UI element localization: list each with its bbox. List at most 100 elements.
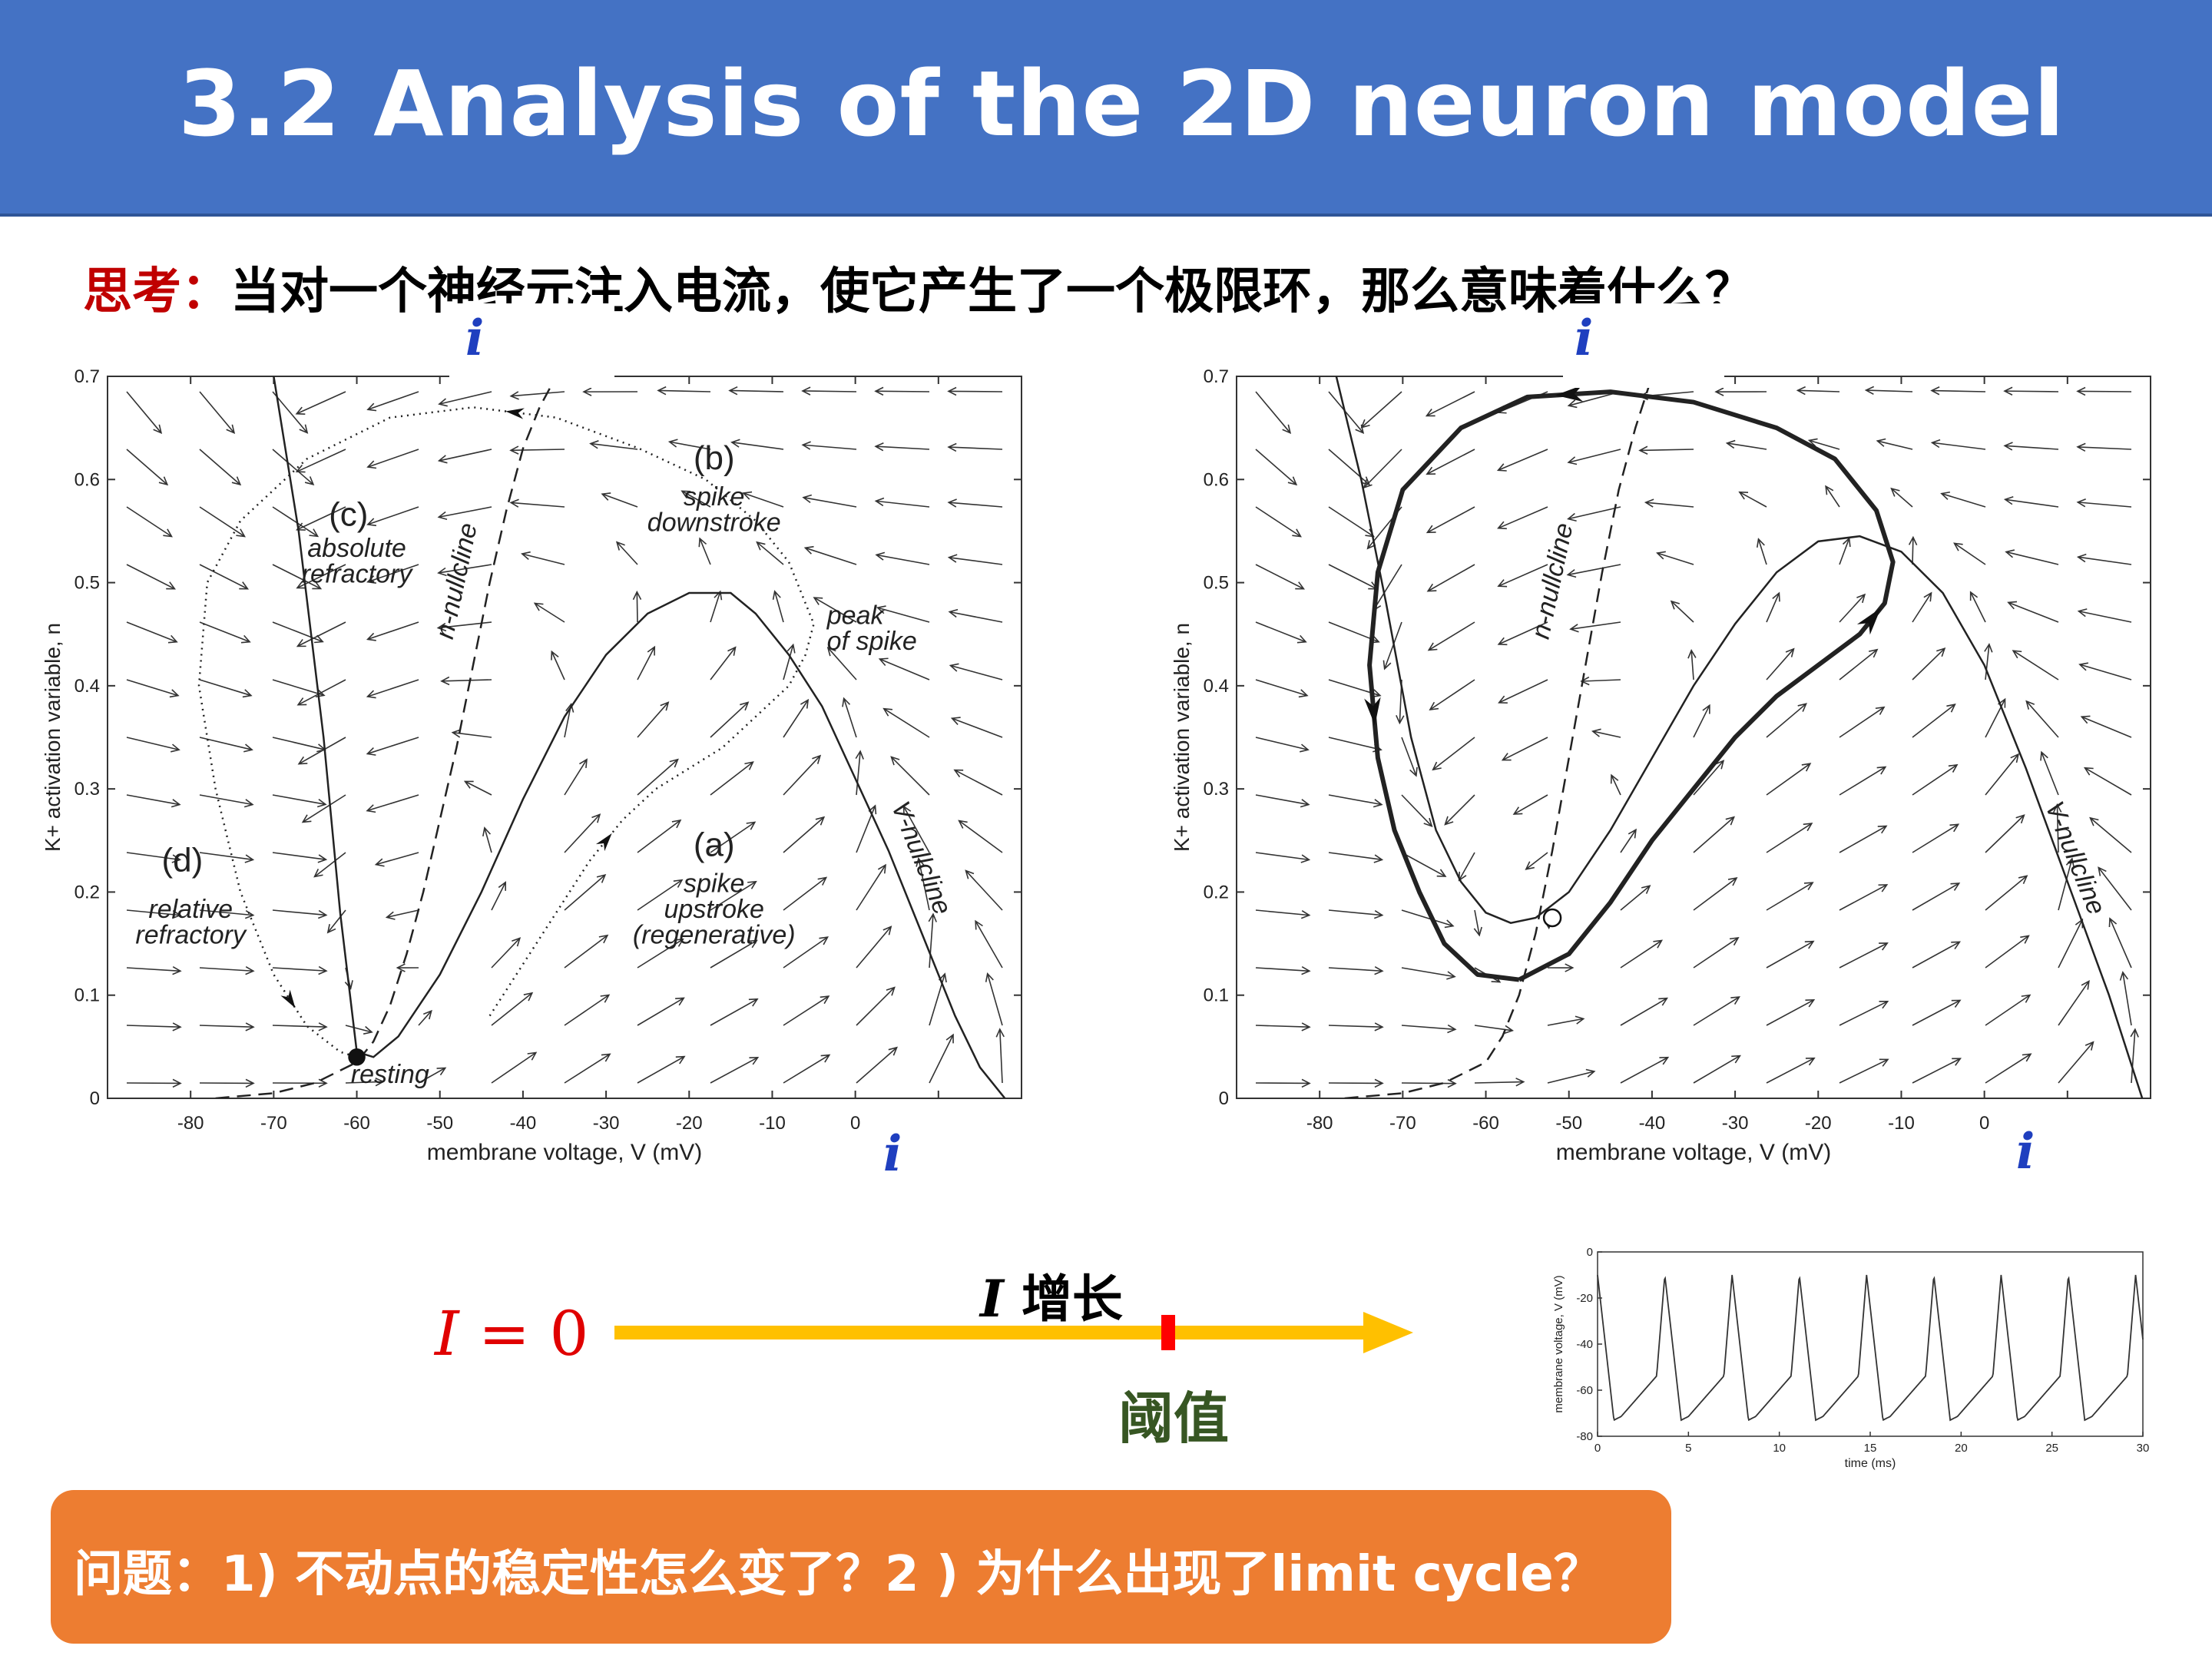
vector-arrowhead bbox=[1396, 714, 1405, 725]
vector-arrowhead bbox=[436, 1067, 447, 1076]
vector-arrow bbox=[710, 647, 737, 680]
vector-arrow bbox=[975, 920, 1003, 969]
vector-arrowhead bbox=[1444, 919, 1455, 929]
vector-arrow bbox=[856, 864, 886, 911]
vector-arrow bbox=[491, 937, 521, 969]
vector-arrow bbox=[877, 607, 930, 623]
vector-arrow bbox=[743, 492, 784, 508]
vector-arrowhead bbox=[1501, 753, 1512, 761]
vector-arrow bbox=[1255, 909, 1310, 916]
vector-arrow bbox=[1766, 882, 1813, 911]
vector-arrow bbox=[199, 909, 253, 916]
vector-arrowhead bbox=[842, 697, 851, 707]
vector-arrow bbox=[126, 794, 180, 806]
fixed-point-marker bbox=[1542, 908, 1562, 928]
vector-arrowhead bbox=[727, 646, 737, 656]
vector-arrowhead bbox=[2083, 767, 2094, 776]
vector-arrowhead bbox=[1301, 965, 1311, 975]
vector-arrowhead bbox=[1300, 910, 1311, 919]
vector-arrow bbox=[783, 816, 825, 853]
vector-arrow bbox=[2058, 1041, 2094, 1084]
vector-arrow bbox=[1912, 592, 1932, 623]
vector-arrowhead bbox=[1287, 476, 1298, 486]
vector-arrow bbox=[710, 761, 753, 796]
vector-arrowhead bbox=[296, 522, 306, 531]
vector-arrow bbox=[1766, 763, 1811, 796]
vector-arrowhead bbox=[1432, 761, 1442, 771]
vector-arrow bbox=[298, 737, 346, 765]
vector-arrow bbox=[986, 973, 1003, 1026]
vector-arrow bbox=[564, 1053, 611, 1084]
x-tick-label: -20 bbox=[676, 1113, 703, 1134]
vector-arrowhead bbox=[1670, 600, 1681, 610]
vector-arrowhead bbox=[1856, 593, 1866, 604]
annotation-label: peak bbox=[826, 601, 886, 630]
vector-arrow bbox=[367, 737, 419, 755]
vector-arrow bbox=[1611, 774, 1621, 796]
vector-arrowhead bbox=[1373, 910, 1384, 919]
vector-arrowhead bbox=[1797, 703, 1807, 712]
vector-arrow bbox=[367, 506, 419, 525]
vector-arrow bbox=[1912, 882, 1960, 911]
vector-arrowhead bbox=[674, 938, 684, 947]
vector-arrow bbox=[1401, 794, 1432, 827]
vector-arrowhead bbox=[747, 880, 757, 889]
vector-arrowhead bbox=[317, 854, 328, 863]
vector-arrow bbox=[1912, 941, 1960, 969]
v-nullcline-curve bbox=[273, 376, 1006, 1098]
vector-arrow bbox=[2056, 804, 2059, 853]
vector-arrow bbox=[1639, 449, 1694, 452]
variable-glyph: i bbox=[2016, 1123, 2035, 1181]
vector-arrowhead bbox=[876, 605, 886, 614]
vector-arrowhead bbox=[801, 441, 811, 450]
vector-arrowhead bbox=[242, 689, 253, 698]
vector-arrowhead bbox=[1879, 1000, 1889, 1009]
vector-arrowhead bbox=[1301, 1022, 1311, 1031]
vector-arrow bbox=[484, 827, 492, 853]
vector-arrow bbox=[1401, 967, 1455, 978]
vector-arrow bbox=[1444, 794, 1475, 826]
vector-arrow bbox=[1766, 940, 1814, 969]
vector-arrow bbox=[2005, 445, 2059, 450]
vector-arrowhead bbox=[2075, 918, 2084, 929]
x-tick-label: -80 bbox=[1306, 1113, 1333, 1134]
vector-arrowhead bbox=[1825, 485, 1834, 495]
vector-arrow bbox=[314, 852, 346, 878]
vector-arrow bbox=[1328, 564, 1377, 590]
vector-arrowhead bbox=[299, 424, 309, 434]
vector-arrow bbox=[441, 679, 492, 682]
vector-arrow bbox=[1361, 391, 1402, 429]
y-tick-label: 0 bbox=[1219, 1088, 1229, 1109]
vector-arrowhead bbox=[1569, 624, 1579, 633]
vector-arrow bbox=[1866, 389, 1913, 392]
vector-arrow bbox=[1891, 488, 1913, 508]
vector-arrowhead bbox=[1875, 706, 1886, 715]
vector-arrowhead bbox=[801, 386, 811, 396]
vector-arrow bbox=[2122, 972, 2132, 1026]
vector-arrow bbox=[949, 556, 1003, 565]
right-phase-plane-svg: -80-70-60-50-40-30-20-100102000.10.20.30… bbox=[1170, 366, 2161, 1165]
vector-arrow bbox=[731, 442, 784, 450]
vector-arrow bbox=[367, 564, 419, 583]
vector-arrow bbox=[367, 449, 419, 468]
vector-arrowhead bbox=[2076, 498, 2086, 508]
vector-arrow bbox=[1985, 1053, 2032, 1084]
y-tick-label: 0.6 bbox=[75, 469, 100, 490]
vector-arrowhead bbox=[297, 756, 308, 765]
vector-arrow bbox=[272, 737, 326, 750]
vector-arrow bbox=[1568, 506, 1621, 520]
vector-arrow bbox=[637, 939, 684, 969]
vector-arrow bbox=[918, 858, 930, 911]
vector-arrow bbox=[1693, 1055, 1740, 1084]
vector-arrow bbox=[2081, 716, 2132, 738]
vector-arrowhead bbox=[226, 424, 236, 435]
vector-arrowhead bbox=[2065, 857, 2075, 868]
vector-arrowhead bbox=[1374, 1022, 1384, 1031]
y-tick-label: 0.5 bbox=[1204, 573, 1229, 594]
vector-arrow bbox=[590, 442, 638, 450]
vector-arrow bbox=[952, 717, 1003, 738]
vector-arrow bbox=[965, 870, 1003, 911]
vector-arrow bbox=[297, 621, 346, 647]
vector-arrowhead bbox=[820, 995, 830, 1005]
vector-arrow bbox=[345, 1081, 383, 1084]
